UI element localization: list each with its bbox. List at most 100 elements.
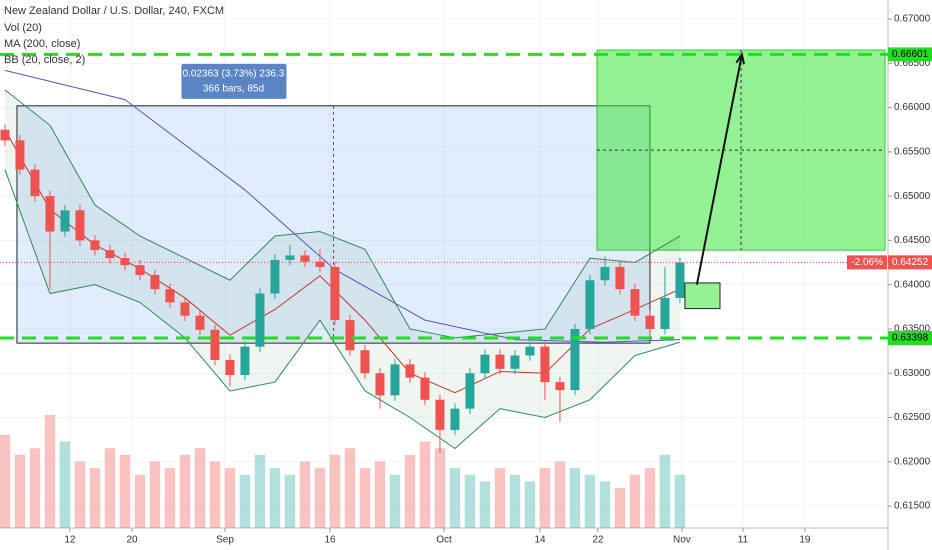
bb-lower [4,169,681,450]
candle-body [420,377,430,400]
volume-bar [179,454,191,528]
y-tick-label: 0.65000 [894,191,931,202]
candle-body [195,315,205,330]
candle-body [540,346,550,383]
candle-body [255,293,265,347]
candle-body [225,359,235,375]
x-tick-label: 19 [799,535,811,546]
candle-body [525,346,535,356]
candle-body [135,265,145,275]
candle-body [570,328,580,391]
candle-body [75,210,85,241]
y-tick-label: 0.63500 [894,324,931,335]
candle-body [450,408,460,430]
volume-bar [134,474,146,528]
candle-body [435,399,445,430]
volume-bar [29,448,41,528]
volume-bar [389,474,401,528]
arrow-head [735,51,745,65]
candle-body [45,196,55,232]
candle-body [480,354,490,374]
indicator-label: Vol (20) [4,22,42,34]
x-tick-label: 22 [592,535,604,546]
x-tick-label: 20 [126,535,138,546]
volume-bar [119,454,131,528]
candle-body [240,346,250,375]
volume-bar [269,468,281,528]
level-label: 0.66601 [892,49,929,60]
level-tag [888,330,932,345]
candle-body [645,315,655,329]
candle-body [405,364,415,378]
volume-bar [194,448,206,528]
measure-label: 366 bars, 85d [203,83,264,94]
candle-body [660,297,670,329]
volume-bar [329,454,341,528]
candle-body [90,240,100,251]
y-tick-label: 0.62000 [894,456,931,467]
y-tick-label: 0.64500 [894,235,931,246]
last-price-label: 0.64252 [892,257,929,268]
y-tick-label: 0.66500 [894,58,931,69]
volume-bar [0,434,11,528]
volume-bar [224,468,236,528]
candle-body [315,261,325,267]
volume-bar [509,474,521,528]
chart-title: New Zealand Dollar / U.S. Dollar, 240, F… [4,5,224,17]
candle-body [600,266,610,281]
y-tick-label: 0.67000 [894,14,931,25]
volume-bar [569,468,581,528]
candle-body [105,250,115,259]
candle-body [300,255,310,262]
candle-body [210,329,220,360]
candle-body [180,302,190,316]
arrow-line [695,54,743,285]
measure-label: 0.02363 (3.73%) 236.3 [183,68,285,79]
volume-bar [419,441,431,528]
volume-bar [629,474,641,528]
volume-bar [344,448,356,528]
volume-bar [494,468,506,528]
last-change-tag [847,255,887,270]
indicator-label: MA (200, close) [4,38,80,50]
candle-body [330,266,340,321]
level-label: 0.63398 [892,333,929,344]
candle-body [120,258,130,266]
volume-bar [314,468,326,528]
volume-bar [254,454,266,528]
last-change: -2.06% [851,257,883,268]
candle-body [150,274,160,290]
candle-body [585,280,595,329]
candle-body [675,262,685,298]
bb-basis [4,129,681,394]
volume-bar [299,461,311,528]
volume-bar [74,461,86,528]
volume-bar [584,474,596,528]
candle-body [360,350,370,374]
volume-bar [539,468,551,528]
x-tick-label: 14 [534,535,546,546]
x-tick-label: Sep [216,535,234,546]
candle-body [555,382,565,391]
volume-bar [284,474,296,528]
measure-label-box [181,63,287,99]
volume-bar [404,454,416,528]
candle-body [375,373,385,396]
y-tick-label: 0.61500 [894,501,931,512]
volume-bar [209,461,221,528]
volume-bar [644,468,656,528]
candle-body [15,140,25,170]
volume-bar [14,454,26,528]
volume-bar [659,454,671,528]
volume-bar [674,474,686,528]
candle-body [285,255,295,260]
volume-bar [164,468,176,528]
volume-bar [554,461,566,528]
volume-bar [44,414,56,528]
ma-line [4,69,680,343]
volume-bar [599,481,611,528]
volume-bar [374,461,386,528]
candle-body [60,210,70,232]
volume-bar [239,474,251,528]
volume-bar [149,461,161,528]
